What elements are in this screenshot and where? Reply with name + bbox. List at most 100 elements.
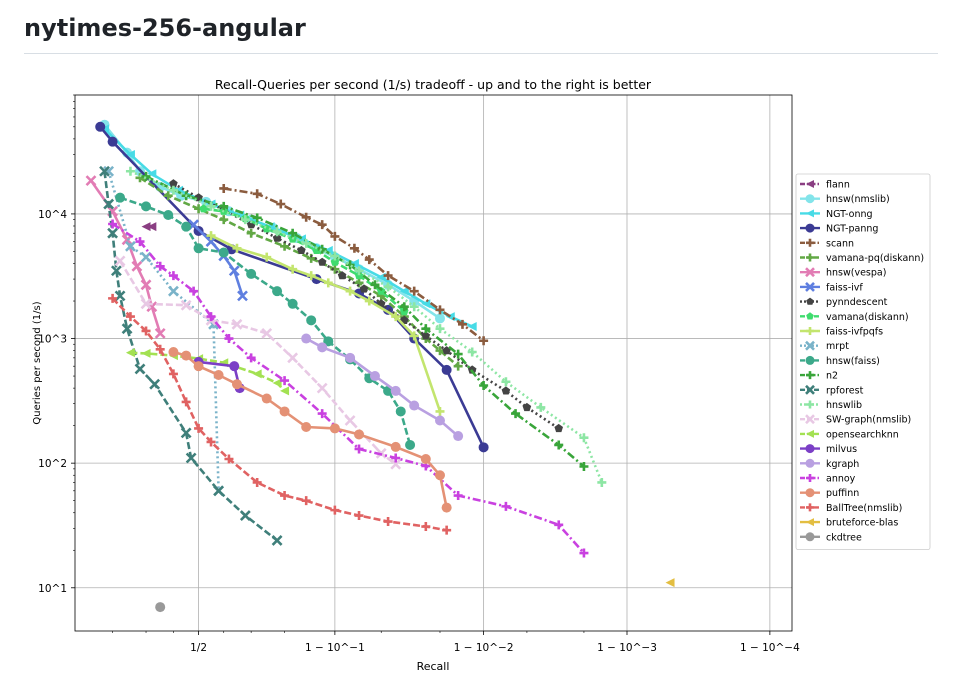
legend-marker <box>805 488 815 498</box>
data-point <box>522 402 532 412</box>
data-point <box>354 429 365 440</box>
data-point <box>554 423 563 433</box>
data-point <box>219 183 229 193</box>
data-point <box>155 344 165 354</box>
data-point <box>579 548 589 558</box>
data-point <box>141 201 152 212</box>
series-line <box>129 170 604 483</box>
data-point <box>252 213 262 223</box>
grid <box>75 95 792 631</box>
series-21 <box>168 346 452 513</box>
data-point <box>224 334 234 344</box>
series-4 <box>219 183 489 346</box>
data-point <box>287 352 299 364</box>
series-0 <box>141 222 157 232</box>
series-22 <box>108 293 452 535</box>
legend-label: scann <box>826 238 854 249</box>
data-point <box>239 510 251 521</box>
data-point <box>149 378 161 390</box>
data-point <box>114 255 126 267</box>
data-point <box>435 305 445 315</box>
data-point <box>317 409 327 419</box>
series-23 <box>665 578 675 588</box>
legend-item: flann <box>800 180 850 191</box>
legend-item: hnswlib <box>800 400 862 411</box>
data-point <box>409 302 419 312</box>
data-point <box>181 397 191 407</box>
legend-marker <box>806 238 814 247</box>
legend-item: opensearchknn <box>800 429 899 440</box>
legend-item: BallTree(nmslib) <box>800 503 902 514</box>
data-point <box>131 260 143 272</box>
data-point <box>383 271 393 281</box>
legend-item: faiss-ivf <box>800 281 863 293</box>
data-point <box>252 189 262 199</box>
legend-item: puffinn <box>800 488 859 499</box>
legend-label: BallTree(nmslib) <box>826 503 902 514</box>
data-point <box>383 282 393 292</box>
series-10 <box>206 231 445 416</box>
legend-label: hnswlib <box>826 400 862 411</box>
data-point <box>107 227 119 239</box>
data-point <box>369 371 380 382</box>
legend-label: NGT-panng <box>826 224 878 235</box>
y-tick-label: 10^2 <box>38 458 67 470</box>
data-point <box>185 452 197 464</box>
data-point <box>479 336 489 346</box>
data-point <box>163 210 174 221</box>
data-point <box>297 245 306 254</box>
legend-marker <box>805 532 815 542</box>
data-point <box>364 255 374 265</box>
y-tick-label: 10^1 <box>38 583 67 595</box>
data-point <box>554 440 564 450</box>
data-point <box>399 302 409 312</box>
data-point <box>261 393 272 404</box>
data-point <box>140 298 152 310</box>
legend-item: hnsw(vespa) <box>800 267 886 279</box>
data-point <box>354 444 364 454</box>
legend-label: vamana(diskann) <box>826 312 909 323</box>
legend-marker <box>805 458 815 468</box>
legend-marker <box>806 503 814 512</box>
data-point <box>579 433 589 443</box>
legend-marker <box>806 297 814 305</box>
data-point <box>240 215 250 225</box>
legend-item: n2 <box>800 371 838 382</box>
legend-item: vamana-pq(diskann) <box>800 253 924 264</box>
data-point <box>110 265 122 277</box>
data-point <box>103 198 115 210</box>
data-point <box>147 222 157 232</box>
data-point <box>344 415 356 426</box>
data-point <box>280 491 290 501</box>
legend-label: mrpt <box>826 341 849 352</box>
legend: flann hnsw(nmslib) NGT-onng NGT-panng scann v… <box>795 173 931 550</box>
data-point <box>135 237 145 247</box>
legend-label: ckdtree <box>826 532 862 543</box>
y-axis-label: Queries per second (1/s) <box>32 301 43 424</box>
legend-item: kgraph <box>800 458 859 470</box>
data-point <box>280 386 290 396</box>
data-point <box>434 470 445 481</box>
data-point <box>219 201 229 211</box>
data-point <box>140 279 152 291</box>
legend-item: scann <box>800 238 854 249</box>
data-point <box>155 602 166 613</box>
data-point <box>479 380 489 390</box>
legend-label: n2 <box>826 371 838 382</box>
legend-label: faiss-ivf <box>826 282 863 293</box>
series-20 <box>108 219 589 558</box>
series-line <box>130 351 286 392</box>
data-point <box>301 238 311 248</box>
data-point <box>349 259 359 269</box>
data-point <box>301 212 311 222</box>
legend-label: hnsw(vespa) <box>826 268 886 279</box>
legend-label: annoy <box>826 474 856 485</box>
data-point <box>329 423 340 434</box>
data-point <box>181 350 192 361</box>
data-point <box>272 378 282 388</box>
y-tick-label: 10^3 <box>38 334 67 346</box>
data-point <box>453 491 463 501</box>
data-point <box>317 244 327 254</box>
data-point <box>330 505 340 515</box>
